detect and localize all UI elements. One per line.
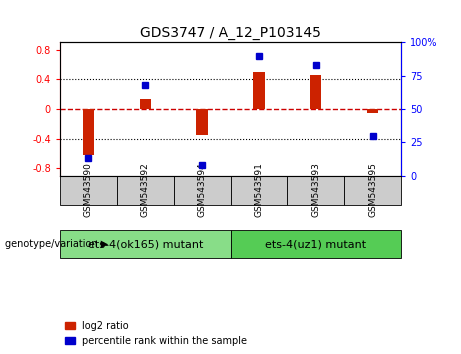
Bar (83, 109, 94, 155)
Text: ets-4(ok165) mutant: ets-4(ok165) mutant (88, 239, 203, 249)
Text: GSM543595: GSM543595 (368, 162, 377, 217)
Bar (230, 230, 401, 258)
Bar (310, 75, 321, 109)
Legend: log2 ratio, percentile rank within the sample: log2 ratio, percentile rank within the s… (65, 321, 247, 346)
Bar (196, 109, 208, 135)
Bar (174, 176, 230, 205)
Text: GSM543591: GSM543591 (254, 162, 263, 217)
Bar (60, 230, 230, 258)
Bar (230, 176, 287, 205)
Bar (367, 109, 378, 113)
Title: GDS3747 / A_12_P103145: GDS3747 / A_12_P103145 (140, 26, 321, 40)
Bar (60, 176, 117, 205)
Text: GSM543590: GSM543590 (84, 162, 93, 217)
Bar (344, 176, 401, 205)
Bar (117, 176, 174, 205)
Text: GSM543592: GSM543592 (141, 162, 150, 217)
Text: ets-4(uz1) mutant: ets-4(uz1) mutant (265, 239, 366, 249)
Bar (287, 176, 344, 205)
Bar (253, 72, 265, 109)
Bar (140, 99, 151, 109)
Text: GSM543594: GSM543594 (198, 162, 207, 217)
Text: GSM543593: GSM543593 (311, 162, 320, 217)
Text: genotype/variation ▶: genotype/variation ▶ (5, 239, 108, 249)
